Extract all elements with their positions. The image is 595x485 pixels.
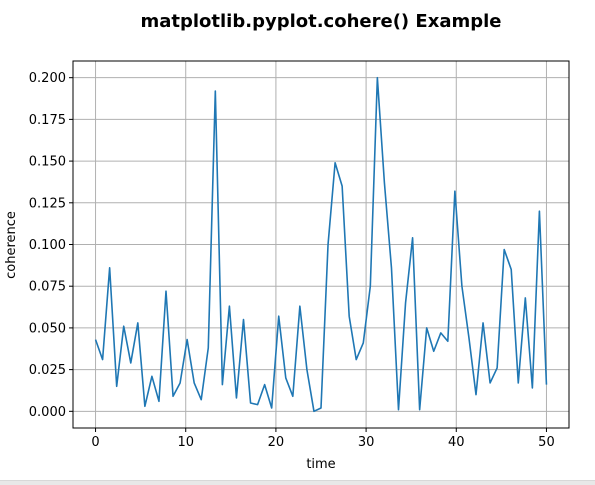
y-tick-label: 0.200 — [29, 71, 66, 86]
x-tick-label: 50 — [538, 435, 555, 450]
x-tick-label: 20 — [268, 435, 285, 450]
window-bottom-edge — [0, 480, 595, 485]
y-tick-label: 0.150 — [29, 155, 66, 170]
y-axis-label: coherence — [4, 211, 19, 279]
y-tick-label: 0.175 — [29, 113, 66, 128]
grid-lines — [73, 61, 569, 428]
y-axis-ticks: 0.000 0.025 0.050 0.075 0.100 0.125 0.150 0.175… — [29, 71, 73, 420]
y-tick-label: 0.000 — [29, 405, 66, 420]
x-tick-label: 10 — [177, 435, 194, 450]
y-tick-label: 0.100 — [29, 238, 66, 253]
y-tick-label: 0.125 — [29, 196, 66, 211]
x-tick-label: 30 — [358, 435, 375, 450]
series-layer — [94, 76, 548, 413]
y-tick-label: 0.075 — [29, 280, 66, 295]
x-tick-label: 0 — [91, 435, 99, 450]
x-axis-label: time — [306, 457, 335, 472]
chart-title: matplotlib.pyplot.cohere() Example — [140, 11, 501, 32]
y-tick-label: 0.050 — [29, 321, 66, 336]
x-axis-ticks: 0 10 20 30 40 50 — [91, 428, 555, 450]
x-tick-label: 40 — [448, 435, 465, 450]
coherence-series-line — [94, 76, 548, 413]
y-tick-label: 0.025 — [29, 363, 66, 378]
